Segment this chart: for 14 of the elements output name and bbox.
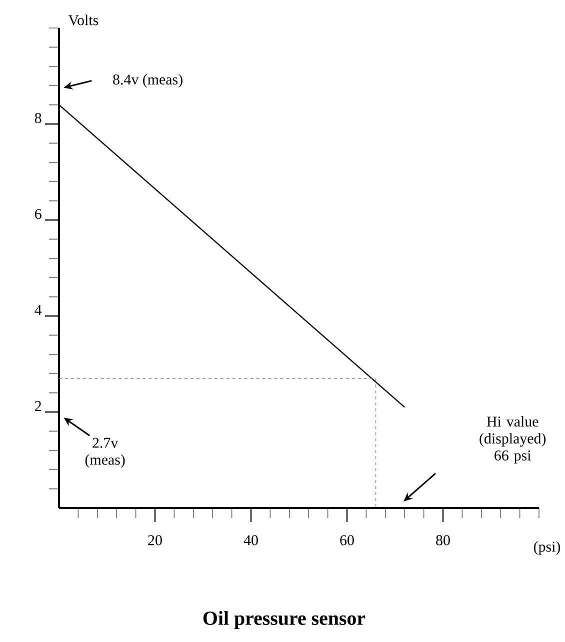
- y-tick-label: 4: [34, 305, 42, 315]
- x-tick-label: 80: [436, 535, 450, 546]
- y-tick-label: 6: [34, 208, 42, 220]
- text: Oil pressure sensor: [203, 610, 366, 630]
- y-tick-label: 2: [35, 401, 41, 411]
- y-tick-label: 8: [34, 112, 42, 124]
- x-tick-label: 60: [340, 535, 354, 546]
- x-tick-label: 20: [148, 535, 162, 546]
- x-axis-title: (psi): [534, 541, 560, 555]
- annotation: Hi value (displayed) 66 psi: [480, 416, 546, 464]
- x-tick-label: 40: [244, 535, 258, 546]
- annotation: 2.7v (meas): [85, 438, 125, 468]
- annotation: 8.4v (meas): [113, 74, 182, 88]
- y-axis-title: Volts: [68, 14, 98, 26]
